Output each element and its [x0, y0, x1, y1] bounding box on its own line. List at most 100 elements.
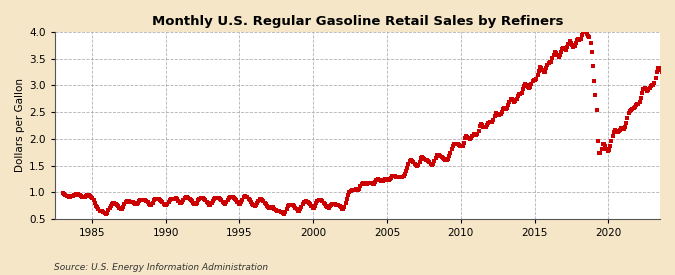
Point — [234, 201, 244, 206]
Point — [340, 201, 351, 205]
Point — [152, 197, 163, 201]
Point — [232, 200, 243, 204]
Point — [331, 202, 342, 207]
Point — [641, 87, 651, 91]
Point — [449, 142, 460, 147]
Point — [602, 148, 613, 153]
Point — [455, 144, 466, 148]
Point — [430, 156, 441, 160]
Point — [462, 134, 473, 139]
Point — [84, 194, 95, 198]
Point — [549, 50, 560, 54]
Point — [352, 187, 362, 191]
Point — [518, 87, 529, 91]
Point — [375, 178, 385, 183]
Point — [537, 68, 548, 72]
Point — [572, 38, 583, 43]
Point — [335, 205, 346, 210]
Title: Monthly U.S. Regular Gasoline Retail Sales by Refiners: Monthly U.S. Regular Gasoline Retail Sal… — [152, 15, 563, 28]
Point — [150, 196, 161, 201]
Point — [645, 84, 656, 88]
Point — [194, 197, 205, 201]
Point — [93, 207, 104, 211]
Point — [277, 211, 288, 216]
Point — [548, 53, 559, 57]
Point — [642, 89, 653, 93]
Point — [657, 70, 668, 74]
Point — [595, 151, 605, 156]
Point — [493, 113, 504, 117]
Point — [415, 156, 426, 161]
Point — [511, 96, 522, 101]
Point — [96, 209, 107, 213]
Point — [222, 198, 233, 202]
Point — [324, 204, 335, 209]
Point — [664, 60, 674, 64]
Point — [599, 141, 610, 146]
Point — [397, 175, 408, 179]
Point — [425, 161, 436, 166]
Point — [624, 109, 635, 113]
Point — [117, 205, 128, 209]
Point — [273, 209, 284, 213]
Point — [234, 202, 245, 206]
Point — [88, 198, 99, 202]
Point — [178, 197, 189, 202]
Point — [281, 207, 292, 211]
Point — [499, 106, 510, 110]
Point — [392, 175, 403, 179]
Point — [482, 123, 493, 127]
Point — [464, 136, 475, 141]
Point — [576, 33, 587, 38]
Point — [63, 194, 74, 199]
Point — [665, 55, 675, 59]
Point — [136, 198, 147, 202]
Point — [410, 163, 421, 167]
Point — [62, 194, 73, 199]
Point — [369, 182, 379, 186]
Point — [110, 201, 121, 206]
Point — [283, 204, 294, 208]
Point — [643, 88, 653, 92]
Point — [443, 154, 454, 159]
Point — [608, 130, 619, 134]
Point — [524, 86, 535, 90]
Point — [618, 127, 629, 131]
Point — [107, 202, 117, 207]
Point — [452, 142, 463, 147]
Point — [531, 76, 542, 81]
Point — [546, 59, 557, 64]
Point — [456, 144, 466, 148]
Point — [57, 191, 68, 196]
Point — [542, 63, 553, 67]
Point — [414, 159, 425, 164]
Point — [575, 37, 586, 41]
Point — [358, 181, 369, 185]
Point — [140, 198, 151, 202]
Point — [406, 158, 416, 162]
Point — [485, 120, 496, 125]
Point — [111, 203, 122, 207]
Point — [270, 208, 281, 212]
Point — [629, 104, 640, 109]
Point — [655, 68, 666, 72]
Point — [122, 199, 132, 204]
Point — [508, 98, 518, 103]
Point — [671, 52, 675, 57]
Point — [241, 194, 252, 199]
Point — [521, 82, 532, 87]
Point — [129, 200, 140, 205]
Point — [60, 192, 71, 197]
Point — [344, 190, 355, 194]
Point — [109, 201, 120, 205]
Point — [83, 193, 94, 198]
Point — [547, 56, 558, 60]
Point — [558, 46, 569, 51]
Point — [525, 85, 536, 89]
Point — [327, 201, 338, 206]
Point — [252, 200, 263, 205]
Point — [144, 203, 155, 207]
Point — [201, 199, 212, 204]
Point — [552, 53, 563, 57]
Point — [126, 200, 137, 205]
